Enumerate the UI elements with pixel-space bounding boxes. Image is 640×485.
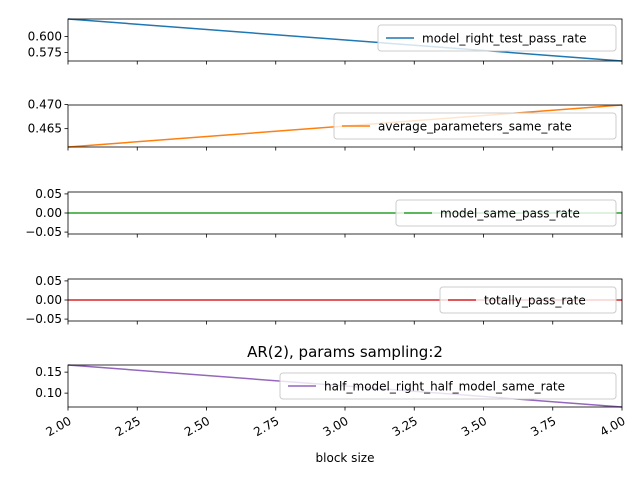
x-tick-label-4: 2.75 xyxy=(251,414,281,439)
legend-label-3: model_same_pass_rate xyxy=(440,207,580,221)
y-tick-label-5-1: 0.10 xyxy=(35,386,62,400)
y-tick-label-1-1: 0.575 xyxy=(28,46,62,60)
y-tick-label-2-2: 0.470 xyxy=(28,98,62,112)
y-tick-label-5-2: 0.15 xyxy=(35,365,62,379)
series-line-1-1 xyxy=(67,18,623,62)
subplot-3: −0.05 0.00 0.05 model_same_pass_rate xyxy=(25,187,623,239)
legend-4: totally_pass_rate xyxy=(439,286,617,314)
x-tick-label-2: 2.25 xyxy=(113,414,143,439)
legend-box-1 xyxy=(377,24,617,52)
legend-box-2 xyxy=(333,112,617,140)
legend-label-5: half_model_right_half_model_same_rate xyxy=(324,380,565,394)
y-tick-label-4-2: 0.00 xyxy=(35,293,62,307)
y-tick-label-4-3: 0.05 xyxy=(35,274,62,288)
chart-title: AR(2), params sampling:2 xyxy=(247,343,443,361)
subplot-2: 0.465 0.470 average_parameters_same_rate xyxy=(28,98,623,151)
legend-3: model_same_pass_rate xyxy=(395,199,617,227)
x-tick-label-7: 3.50 xyxy=(459,414,489,439)
x-tick-label-8: 3.75 xyxy=(528,414,558,439)
x-tick-label-1: 2.00 xyxy=(44,414,74,439)
y-tick-label-3-1: −0.05 xyxy=(25,225,62,239)
y-tick-label-4-1: −0.05 xyxy=(25,312,62,326)
y-tick-label-3-3: 0.05 xyxy=(35,187,62,201)
legend-box-4 xyxy=(439,286,617,314)
y-tick-label-1-2: 0.600 xyxy=(28,29,62,43)
x-tick-label-5: 3.00 xyxy=(321,414,351,439)
legend-box-3 xyxy=(395,199,617,227)
legend-box-5 xyxy=(279,372,617,400)
y-tick-label-3-2: 0.00 xyxy=(35,206,62,220)
x-tick-label-6: 3.25 xyxy=(390,414,420,439)
subplot-4: −0.05 0.00 0.05 totally_pass_rate xyxy=(25,274,623,326)
legend-label-2: average_parameters_same_rate xyxy=(378,120,572,134)
legend-5: half_model_right_half_model_same_rate xyxy=(279,372,617,400)
x-tick-label-3: 2.50 xyxy=(182,414,212,439)
legend-2: average_parameters_same_rate xyxy=(333,112,617,140)
subplot-5: 0.10 0.15 half_model_right_half_model_same… xyxy=(35,364,623,411)
subplot-1: 0.575 0.600 model_right_test_pass_rate xyxy=(28,18,623,65)
x-tick-label-9: 4.00 xyxy=(598,414,628,439)
legend-label-1: model_right_test_pass_rate xyxy=(422,32,586,46)
x-axis-label: block size xyxy=(316,451,375,465)
legend-label-4: totally_pass_rate xyxy=(484,294,586,308)
legend-1: model_right_test_pass_rate xyxy=(377,24,617,52)
y-tick-label-2-1: 0.465 xyxy=(28,122,62,136)
